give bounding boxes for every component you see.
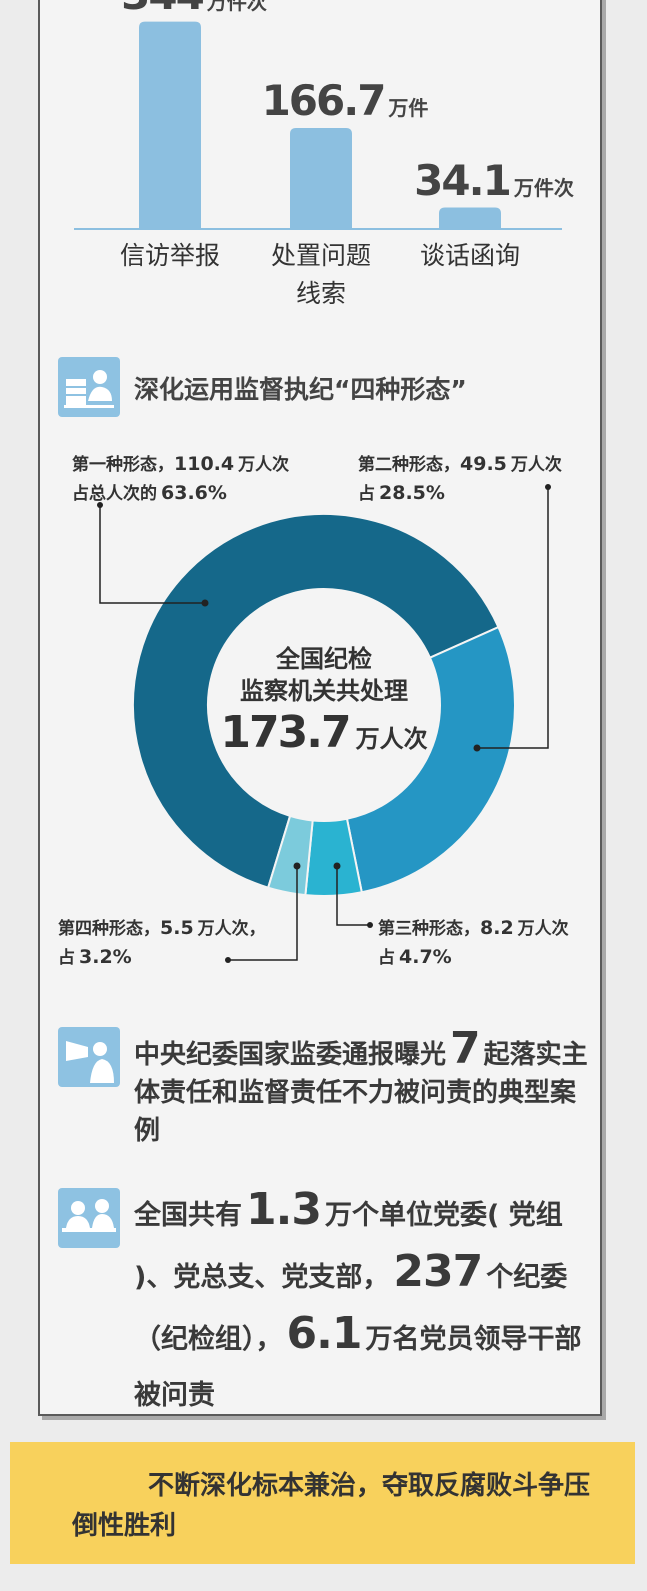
slice-label: 第二种形态，49.5 万人次占 28.5%: [358, 450, 562, 508]
value-unit: 万件次: [206, 0, 267, 14]
value-number: 344: [121, 0, 205, 19]
banner: 不断深化标本兼治，夺取反腐败斗争压倒性胜利: [10, 1442, 635, 1564]
value-unit: 万件次: [513, 175, 574, 200]
value-label: 166.7 万件: [262, 76, 429, 125]
notice-text: 万名党员领导干部被问责: [134, 1324, 582, 1411]
slice-share-prefix: 占: [58, 948, 75, 968]
center-line: 监察机关共处理: [240, 677, 408, 705]
notice-text: 个纪委（纪检组），: [134, 1262, 568, 1355]
slice-label: 第一种形态，110.4 万人次 占总人次的 63.6%: [72, 450, 289, 508]
slice-share-prefix: 占总人次的: [72, 484, 157, 504]
slice-unit: 万人次: [238, 455, 290, 475]
slice-label-line: 第二种形态，49.5 万人次: [358, 450, 562, 479]
center-line: 全国纪检: [276, 645, 372, 673]
icon: [58, 1188, 120, 1248]
leader-dot: [545, 484, 551, 490]
bar: [290, 127, 352, 228]
bar: [139, 21, 201, 228]
slice-category: 第二种形态，: [358, 455, 460, 475]
notice-text: 万个单位党委( 党组 )、党总支、党支部，: [134, 1200, 563, 1293]
charts: [74, 21, 562, 963]
slice-value: 5.5: [160, 917, 194, 939]
leader-dot: [473, 744, 481, 752]
donut-slice: [345, 625, 516, 894]
notice: 全国共有1.3 万个单位党委( 党组 )、党总支、党支部，237 个纪委（纪检组），…: [134, 1182, 594, 1424]
x-tick-label: 谈话函询: [419, 241, 520, 270]
notice-number: 7: [450, 1023, 481, 1074]
notice-number: 1.3: [246, 1184, 322, 1235]
slice-unit: 万人次: [510, 455, 562, 475]
notice-text: 起落实主体责任和监督责任不力被问责的典型案例: [134, 1040, 588, 1146]
slice-share: 63.6%: [161, 482, 227, 504]
leader-dot: [225, 957, 231, 963]
leader-dot: [367, 922, 373, 928]
leader-line: [99, 505, 205, 604]
slice-share: 28.5%: [379, 482, 445, 504]
slice-value: 110.4: [174, 453, 235, 475]
value-number: 166.7: [261, 75, 387, 125]
slice-unit: 万人次: [517, 919, 569, 939]
leader-dot: [97, 502, 103, 508]
slice-label-line: 第一种形态，110.4 万人次: [72, 450, 289, 479]
notice-text: 中央纪委国家监委通报曝光: [134, 1040, 447, 1070]
slice-share-prefix: 占: [358, 484, 375, 504]
notice: 中央纪委国家监委通报曝光7 起落实主体责任和监督责任不力被问责的典型案例: [134, 1027, 594, 1150]
notice-text: 全国共有: [134, 1200, 242, 1231]
slice-label: 第四种形态，5.5 万人次，占 3.2%: [58, 914, 266, 972]
notice-number: 237: [393, 1246, 483, 1297]
slice-value: 49.5: [460, 453, 507, 475]
slice-label-line: 占 3.2%: [58, 943, 266, 972]
icon: [58, 357, 120, 417]
slice-label-line: 第三种形态，8.2 万人次: [378, 914, 569, 943]
icon: [58, 1027, 120, 1087]
x-tick-label: 信访举报: [119, 241, 220, 270]
value-number: 34.1: [414, 155, 512, 205]
slice-label-line: 占 28.5%: [358, 479, 562, 508]
value-label: 344万件次: [121, 0, 267, 19]
donut-center: 全国纪检监察机关共处理 173.7 万人次: [214, 643, 434, 768]
leader-line: [336, 866, 370, 926]
slice-share: 4.7%: [399, 946, 452, 968]
center-total: 173.7: [220, 707, 351, 758]
slice-unit: 万人次，: [197, 919, 266, 939]
leader-dot: [293, 862, 301, 870]
value-label: 34.1 万件次: [414, 156, 574, 205]
banner-text: 不断深化标本兼治，夺取反腐败斗争压倒性胜利: [72, 1471, 591, 1541]
notice-number: 6.1: [286, 1308, 363, 1359]
slice-category: 第一种形态，: [72, 455, 174, 475]
slice-category: 第四种形态，: [58, 919, 160, 939]
leader-dot: [333, 862, 341, 870]
center-unit: 万人次: [355, 725, 428, 753]
slice-share: 3.2%: [79, 946, 132, 968]
donut-slice: [132, 513, 500, 889]
value-unit: 万件: [388, 95, 429, 120]
center-total-line: 173.7 万人次: [214, 707, 434, 768]
bar: [439, 207, 501, 228]
leader-line: [228, 866, 298, 961]
leader-line: [477, 487, 549, 749]
slice-share-prefix: 占: [378, 948, 395, 968]
x-tick-label: 处置问题线索: [270, 241, 371, 308]
slice-label-line: 占总人次的 63.6%: [72, 479, 289, 508]
slice-label-line: 第四种形态，5.5 万人次，: [58, 914, 266, 943]
slice-label-line: 占 4.7%: [378, 943, 569, 972]
slice-category: 第三种形态，: [378, 919, 480, 939]
donut-slice: [266, 814, 314, 897]
slice-value: 8.2: [480, 917, 514, 939]
leader-dot: [201, 599, 209, 607]
slice-label: 第三种形态，8.2 万人次占 4.7%: [378, 914, 569, 972]
section-title: 深化运用监督执纪“四种形态”: [134, 375, 467, 404]
